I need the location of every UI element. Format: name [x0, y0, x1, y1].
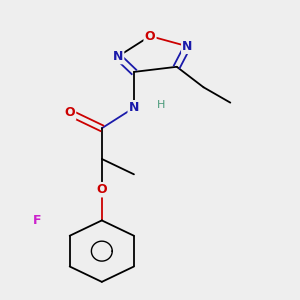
Text: F: F: [33, 214, 42, 227]
Text: O: O: [97, 183, 107, 196]
Text: O: O: [145, 30, 155, 43]
Text: N: N: [129, 101, 139, 114]
Text: O: O: [64, 106, 75, 119]
Text: N: N: [113, 50, 123, 63]
Text: H: H: [157, 100, 165, 110]
Text: N: N: [182, 40, 193, 53]
Text: F: F: [33, 214, 42, 227]
